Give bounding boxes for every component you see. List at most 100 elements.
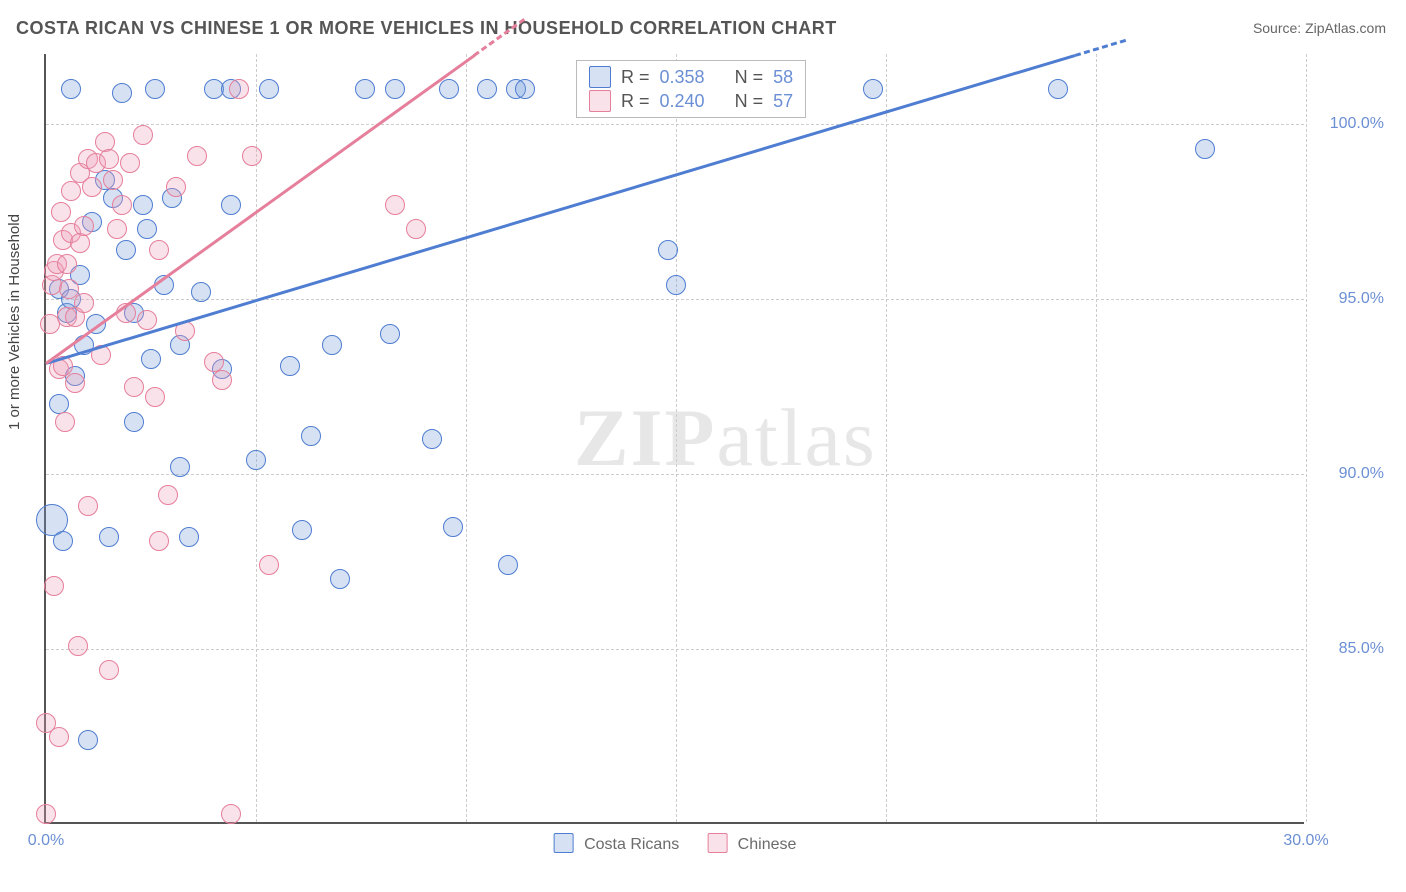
chart-title: COSTA RICAN VS CHINESE 1 OR MORE VEHICLE… (16, 18, 837, 39)
data-point (149, 531, 169, 551)
data-point (68, 636, 88, 656)
watermark: ZIPatlas (574, 391, 877, 485)
gridline-horizontal (46, 124, 1304, 125)
trend-line (46, 54, 1076, 365)
swatch-chinese (589, 90, 611, 112)
data-point (187, 146, 207, 166)
data-point (51, 202, 71, 222)
y-tick-label: 85.0% (1314, 640, 1384, 658)
data-point (221, 804, 241, 824)
data-point (385, 79, 405, 99)
data-point (99, 149, 119, 169)
gridline-vertical (886, 54, 887, 822)
x-tick-label: 30.0% (1283, 832, 1328, 850)
y-tick-label: 100.0% (1314, 115, 1384, 133)
data-point (57, 254, 77, 274)
data-point (103, 170, 123, 190)
data-point (406, 219, 426, 239)
series-legend: Costa Ricans Chinese (554, 833, 797, 854)
data-point (70, 233, 90, 253)
data-point (55, 412, 75, 432)
swatch-costa-ricans-icon (554, 833, 574, 853)
data-point (133, 125, 153, 145)
data-point (99, 527, 119, 547)
data-point (49, 727, 69, 747)
data-point (149, 240, 169, 260)
gridline-horizontal (46, 299, 1304, 300)
data-point (112, 83, 132, 103)
data-point (385, 195, 405, 215)
data-point (179, 527, 199, 547)
data-point (170, 457, 190, 477)
data-point (133, 195, 153, 215)
data-point (61, 79, 81, 99)
data-point (443, 517, 463, 537)
data-point (355, 79, 375, 99)
data-point (36, 804, 56, 824)
gridline-vertical (676, 54, 677, 822)
data-point (141, 349, 161, 369)
data-point (107, 219, 127, 239)
data-point (137, 310, 157, 330)
data-point (191, 282, 211, 302)
scatter-plot-area: ZIPatlas R = 0.358 N = 58 R = 0.240 N = … (44, 54, 1304, 824)
gridline-horizontal (46, 649, 1304, 650)
data-point (74, 293, 94, 313)
data-point (65, 373, 85, 393)
legend-item-chinese: Chinese (707, 833, 796, 854)
data-point (330, 569, 350, 589)
gridline-vertical (466, 54, 467, 822)
y-axis-label: 1 or more Vehicles in Household (6, 214, 23, 430)
data-point (158, 485, 178, 505)
data-point (124, 412, 144, 432)
data-point (166, 177, 186, 197)
data-point (301, 426, 321, 446)
legend-item-costa-ricans: Costa Ricans (554, 833, 680, 854)
legend-row-costa-ricans: R = 0.358 N = 58 (589, 65, 793, 89)
x-tick-label: 0.0% (28, 832, 64, 850)
trend-line (1075, 39, 1126, 57)
data-point (221, 195, 241, 215)
data-point (78, 730, 98, 750)
data-point (120, 153, 140, 173)
data-point (74, 216, 94, 236)
correlation-legend: R = 0.358 N = 58 R = 0.240 N = 57 (576, 60, 806, 118)
data-point (322, 335, 342, 355)
data-point (515, 79, 535, 99)
gridline-horizontal (46, 474, 1304, 475)
data-point (1048, 79, 1068, 99)
data-point (292, 520, 312, 540)
legend-row-chinese: R = 0.240 N = 57 (589, 89, 793, 113)
data-point (280, 356, 300, 376)
data-point (380, 324, 400, 344)
data-point (53, 531, 73, 551)
data-point (246, 450, 266, 470)
data-point (44, 576, 64, 596)
data-point (498, 555, 518, 575)
gridline-vertical (256, 54, 257, 822)
gridline-vertical (1096, 54, 1097, 822)
data-point (1195, 139, 1215, 159)
data-point (477, 79, 497, 99)
y-tick-label: 90.0% (1314, 465, 1384, 483)
gridline-vertical (1306, 54, 1307, 822)
trend-line (45, 54, 475, 364)
data-point (61, 181, 81, 201)
data-point (259, 79, 279, 99)
data-point (99, 660, 119, 680)
data-point (863, 79, 883, 99)
data-point (82, 177, 102, 197)
swatch-chinese-icon (707, 833, 727, 853)
data-point (137, 219, 157, 239)
data-point (212, 370, 232, 390)
data-point (116, 240, 136, 260)
data-point (78, 496, 98, 516)
data-point (229, 79, 249, 99)
y-tick-label: 95.0% (1314, 290, 1384, 308)
data-point (259, 555, 279, 575)
data-point (658, 240, 678, 260)
data-point (112, 195, 132, 215)
data-point (145, 79, 165, 99)
data-point (439, 79, 459, 99)
swatch-costa-ricans (589, 66, 611, 88)
